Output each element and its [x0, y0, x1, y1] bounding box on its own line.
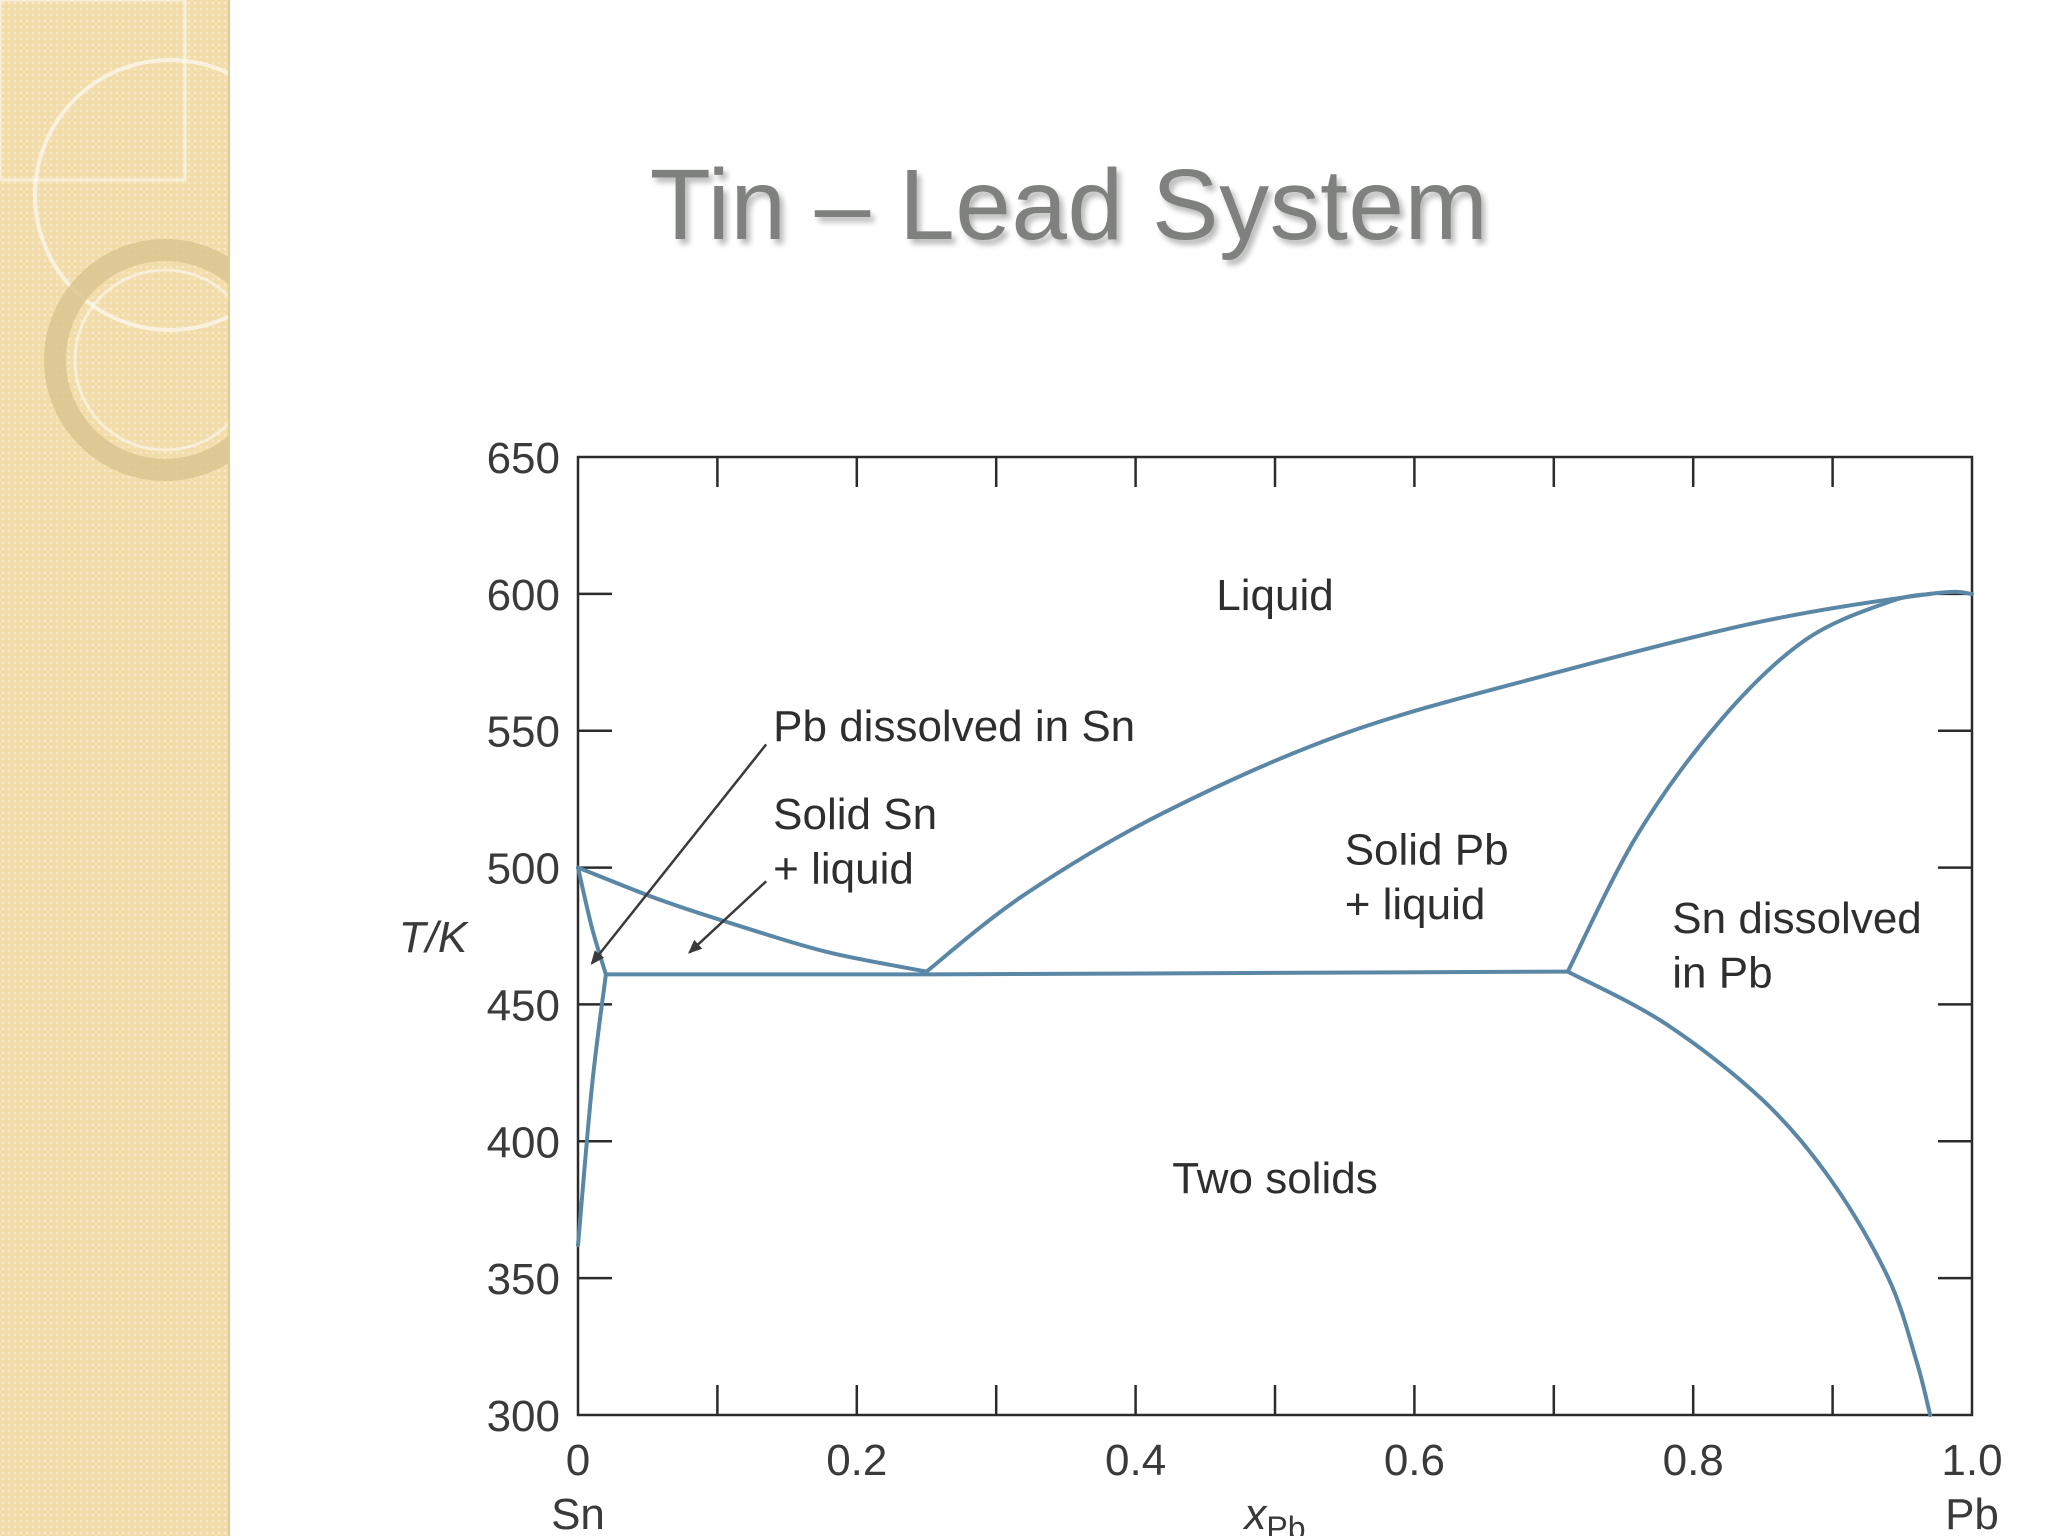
y-tick-label: 600 [487, 571, 560, 620]
y-tick-label: 500 [487, 845, 560, 894]
label-solid-sn-liquid-1: Solid Sn [773, 790, 937, 839]
label-pb-dissolved-in-sn: Pb dissolved in Sn [773, 702, 1135, 751]
x-tick-label: 0.6 [1384, 1436, 1445, 1485]
y-tick-label: 300 [487, 1392, 560, 1441]
decorative-rings [0, 0, 230, 481]
label-two-solids: Two solids [1172, 1154, 1377, 1203]
label-liquid: Liquid [1216, 571, 1333, 620]
sidebar-edge [228, 0, 230, 1536]
x-end-label-sn: Sn [551, 1490, 605, 1536]
x-axis-label: xPb [1242, 1490, 1305, 1536]
y-tick-label: 400 [487, 1118, 560, 1167]
eutectic-line [603, 969, 1570, 977]
arrow-solid-sn-liquid [688, 880, 768, 954]
x-tick-label: 0.4 [1105, 1436, 1166, 1485]
label-solid-pb-liquid-1: Solid Pb [1345, 825, 1509, 874]
y-tick-label: 350 [487, 1255, 560, 1304]
slide-title: Tin – Lead System [649, 149, 1489, 261]
label-solid-sn-liquid-2: + liquid [773, 845, 914, 894]
solidus-pb-side [1565, 591, 1933, 974]
y-tick-label: 650 [487, 434, 560, 483]
solvus-sn-side [576, 972, 608, 1248]
solvus-pb-side [1565, 969, 1933, 1417]
liquidus-pb-side [924, 589, 1974, 974]
label-sn-dissolved-in-pb-1: Sn dissolved [1672, 894, 1921, 943]
y-tick-label: 450 [487, 981, 560, 1030]
x-tick-label: 0.2 [826, 1436, 887, 1485]
x-tick-label: 0.8 [1663, 1436, 1724, 1485]
arrow-pb-dissolved-in-sn [590, 743, 768, 965]
y-tick-label: 550 [487, 708, 560, 757]
label-sn-dissolved-in-pb-2: in Pb [1672, 949, 1772, 998]
liquidus-sn-side [576, 865, 929, 974]
x-tick-label: 0 [566, 1436, 590, 1485]
y-axis-label: T/K [399, 913, 469, 962]
decorative-sidebar [0, 0, 230, 1536]
label-solid-pb-liquid-2: + liquid [1345, 880, 1486, 929]
x-tick-label: 1.0 [1941, 1436, 2002, 1485]
solidus-sn-side [576, 865, 608, 977]
x-end-label-pb: Pb [1945, 1490, 1999, 1536]
